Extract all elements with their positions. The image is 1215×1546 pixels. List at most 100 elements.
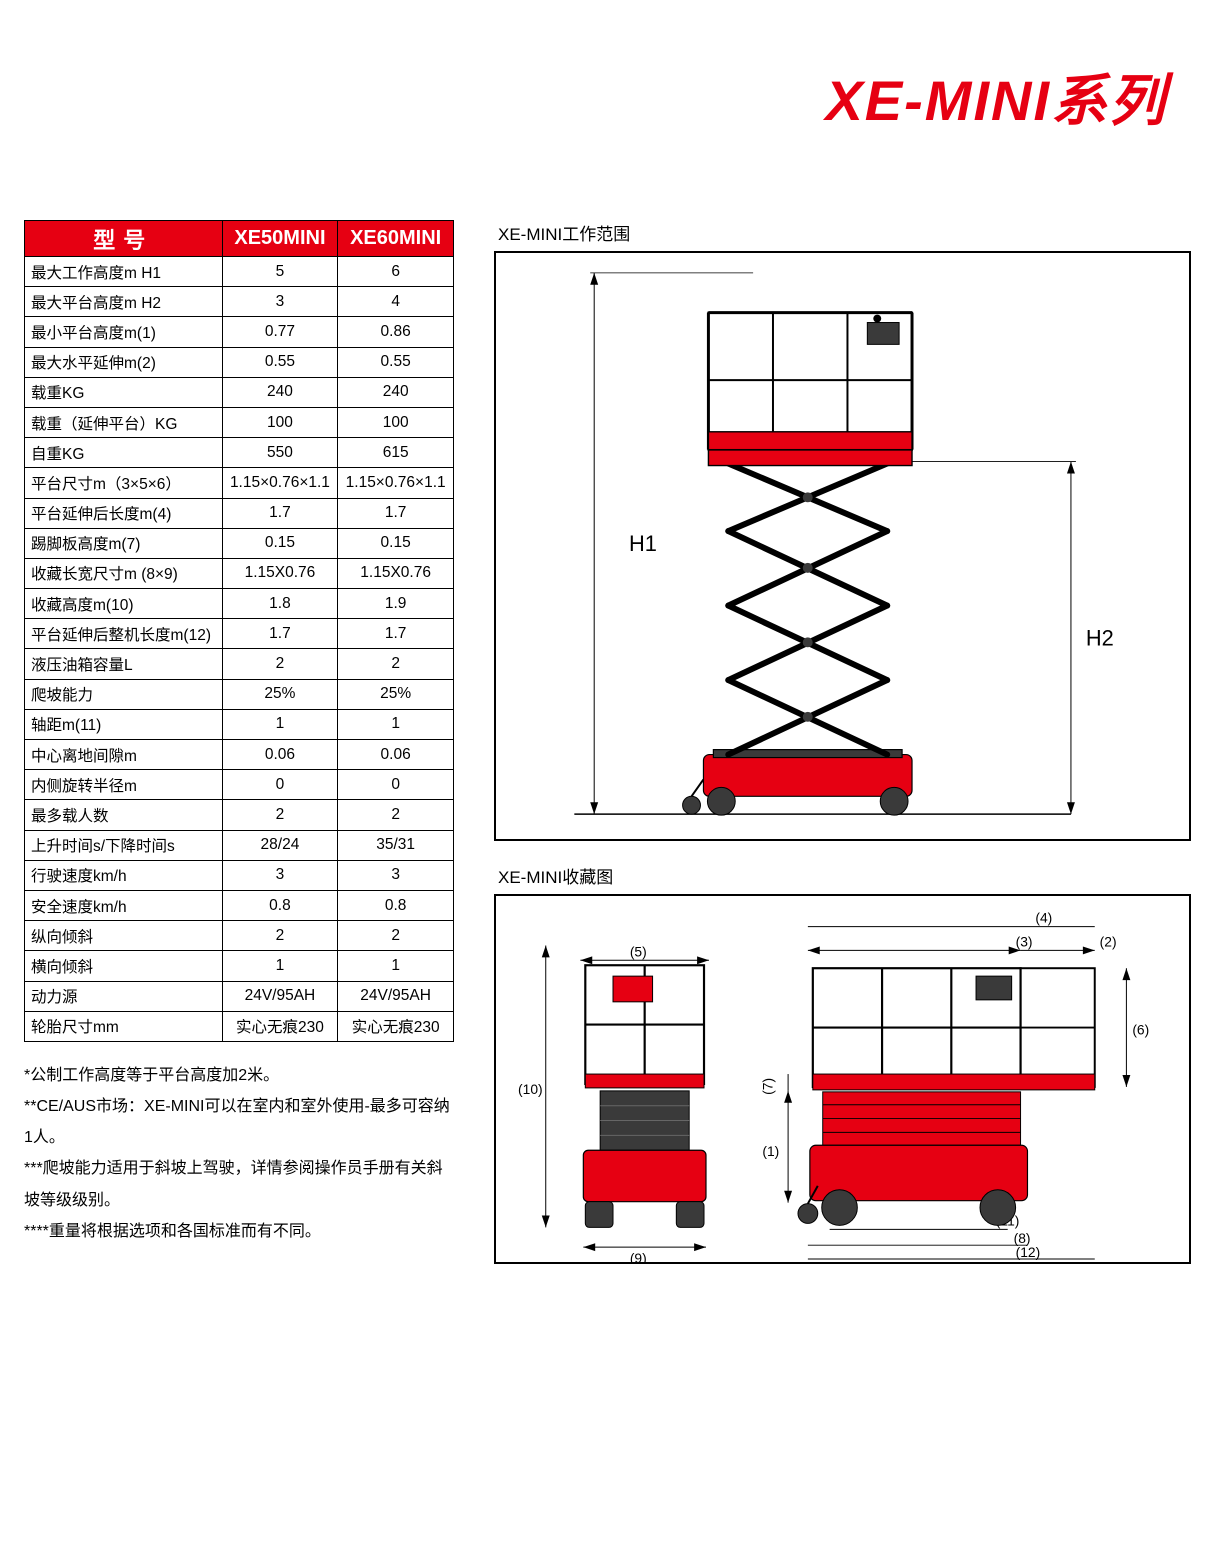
table-row: 最小平台高度m(1)0.770.86 — [25, 317, 454, 347]
table-row: 收藏长宽尺寸m (8×9)1.15X0.761.15X0.76 — [25, 558, 454, 588]
svg-text:(1): (1) — [762, 1143, 779, 1159]
row-label: 最大平台高度m H2 — [25, 287, 223, 317]
row-val-1: 3 — [222, 287, 338, 317]
row-val-2: 实心无痕230 — [338, 1011, 454, 1041]
svg-text:(2): (2) — [1100, 933, 1117, 949]
diagram-stowed-title: XE-MINI收藏图 — [498, 863, 1191, 888]
table-row: 平台延伸后整机长度m(12)1.71.7 — [25, 619, 454, 649]
row-val-1: 1.7 — [222, 498, 338, 528]
row-label: 最多载人数 — [25, 800, 223, 830]
th-col2: XE60MINI — [338, 221, 454, 257]
row-val-1: 5 — [222, 257, 338, 287]
table-row: 内侧旋转半径m00 — [25, 770, 454, 800]
row-val-2: 1.9 — [338, 589, 454, 619]
svg-text:(9): (9) — [630, 1250, 647, 1262]
row-val-2: 0.86 — [338, 317, 454, 347]
row-label: 踢脚板高度m(7) — [25, 528, 223, 558]
row-val-2: 615 — [338, 438, 454, 468]
content-area: 型号 XE50MINI XE60MINI 最大工作高度m H156最大平台高度m… — [24, 220, 1191, 1264]
row-val-1: 0.06 — [222, 740, 338, 770]
table-row: 踢脚板高度m(7)0.150.15 — [25, 528, 454, 558]
footnotes: *公制工作高度等于平台高度加2米。 **CE/AUS市场：XE-MINI可以在室… — [24, 1060, 454, 1247]
table-row: 载重（延伸平台）KG100100 — [25, 407, 454, 437]
row-val-2: 0.55 — [338, 347, 454, 377]
table-row: 纵向倾斜22 — [25, 921, 454, 951]
row-val-1: 1.15×0.76×1.1 — [222, 468, 338, 498]
row-val-2: 100 — [338, 407, 454, 437]
row-label: 收藏长宽尺寸m (8×9) — [25, 558, 223, 588]
row-label: 横向倾斜 — [25, 951, 223, 981]
row-val-2: 25% — [338, 679, 454, 709]
table-row: 动力源24V/95AH24V/95AH — [25, 981, 454, 1011]
row-label: 平台延伸后整机长度m(12) — [25, 619, 223, 649]
row-val-1: 2 — [222, 921, 338, 951]
table-row: 最多载人数22 — [25, 800, 454, 830]
svg-text:H1: H1 — [629, 531, 657, 556]
row-val-2: 1.15X0.76 — [338, 558, 454, 588]
table-row: 最大工作高度m H156 — [25, 257, 454, 287]
row-val-1: 0.77 — [222, 317, 338, 347]
row-label: 液压油箱容量L — [25, 649, 223, 679]
svg-text:(7): (7) — [759, 1078, 775, 1095]
row-label: 爬坡能力 — [25, 679, 223, 709]
footnote-4: ****重量将根据选项和各国标准而有不同。 — [24, 1216, 454, 1247]
scissor-base — [703, 750, 912, 797]
table-row: 最大平台高度m H234 — [25, 287, 454, 317]
svg-text:(4): (4) — [1035, 910, 1052, 926]
table-row: 轮胎尺寸mm实心无痕230实心无痕230 — [25, 1011, 454, 1041]
row-val-2: 4 — [338, 287, 454, 317]
row-label: 平台延伸后长度m(4) — [25, 498, 223, 528]
table-row: 液压油箱容量L22 — [25, 649, 454, 679]
diagram-stowed: (10) (5) (9) — [494, 894, 1191, 1264]
row-val-2: 1 — [338, 951, 454, 981]
row-val-2: 2 — [338, 800, 454, 830]
row-val-2: 24V/95AH — [338, 981, 454, 1011]
table-row: 收藏高度m(10)1.81.9 — [25, 589, 454, 619]
row-val-2: 240 — [338, 377, 454, 407]
row-val-1: 0 — [222, 770, 338, 800]
table-row: 轴距m(11)11 — [25, 709, 454, 739]
row-val-1: 0.15 — [222, 528, 338, 558]
footnote-3: ***爬坡能力适用于斜坡上驾驶，详情参阅操作员手册有关斜坡等级级别。 — [24, 1153, 454, 1215]
svg-text:(5): (5) — [630, 943, 647, 959]
row-val-1: 100 — [222, 407, 338, 437]
svg-text:(12): (12) — [1016, 1244, 1041, 1260]
row-label: 最大水平延伸m(2) — [25, 347, 223, 377]
row-label: 最大工作高度m H1 — [25, 257, 223, 287]
row-val-2: 0.15 — [338, 528, 454, 558]
row-val-1: 实心无痕230 — [222, 1011, 338, 1041]
row-label: 载重（延伸平台）KG — [25, 407, 223, 437]
row-val-1: 550 — [222, 438, 338, 468]
row-label: 安全速度km/h — [25, 890, 223, 920]
svg-text:(3): (3) — [1016, 933, 1033, 949]
row-val-2: 2 — [338, 649, 454, 679]
row-label: 动力源 — [25, 981, 223, 1011]
table-row: 载重KG240240 — [25, 377, 454, 407]
table-row: 爬坡能力25%25% — [25, 679, 454, 709]
diagram-extended: H1 H2 — [494, 251, 1191, 841]
row-val-2: 35/31 — [338, 830, 454, 860]
row-label: 最小平台高度m(1) — [25, 317, 223, 347]
row-val-2: 2 — [338, 921, 454, 951]
spec-table: 型号 XE50MINI XE60MINI 最大工作高度m H156最大平台高度m… — [24, 220, 454, 1042]
table-row: 安全速度km/h0.80.8 — [25, 890, 454, 920]
th-model: 型号 — [25, 221, 223, 257]
svg-text:(10): (10) — [518, 1081, 543, 1097]
row-val-1: 1.7 — [222, 619, 338, 649]
row-label: 载重KG — [25, 377, 223, 407]
table-row: 平台尺寸m（3×5×6）1.15×0.76×1.11.15×0.76×1.1 — [25, 468, 454, 498]
row-val-1: 0.8 — [222, 890, 338, 920]
diagram-extended-title: XE-MINI工作范围 — [498, 220, 1191, 245]
row-val-2: 1.7 — [338, 619, 454, 649]
row-label: 平台尺寸m（3×5×6） — [25, 468, 223, 498]
table-row: 上升时间s/下降时间s28/2435/31 — [25, 830, 454, 860]
table-row: 最大水平延伸m(2)0.550.55 — [25, 347, 454, 377]
footnote-2: **CE/AUS市场：XE-MINI可以在室内和室外使用-最多可容纳1人。 — [24, 1091, 454, 1153]
table-row: 自重KG550615 — [25, 438, 454, 468]
row-label: 轴距m(11) — [25, 709, 223, 739]
row-label: 轮胎尺寸mm — [25, 1011, 223, 1041]
row-val-2: 1.15×0.76×1.1 — [338, 468, 454, 498]
table-row: 平台延伸后长度m(4)1.71.7 — [25, 498, 454, 528]
row-val-1: 24V/95AH — [222, 981, 338, 1011]
row-val-2: 0.06 — [338, 740, 454, 770]
